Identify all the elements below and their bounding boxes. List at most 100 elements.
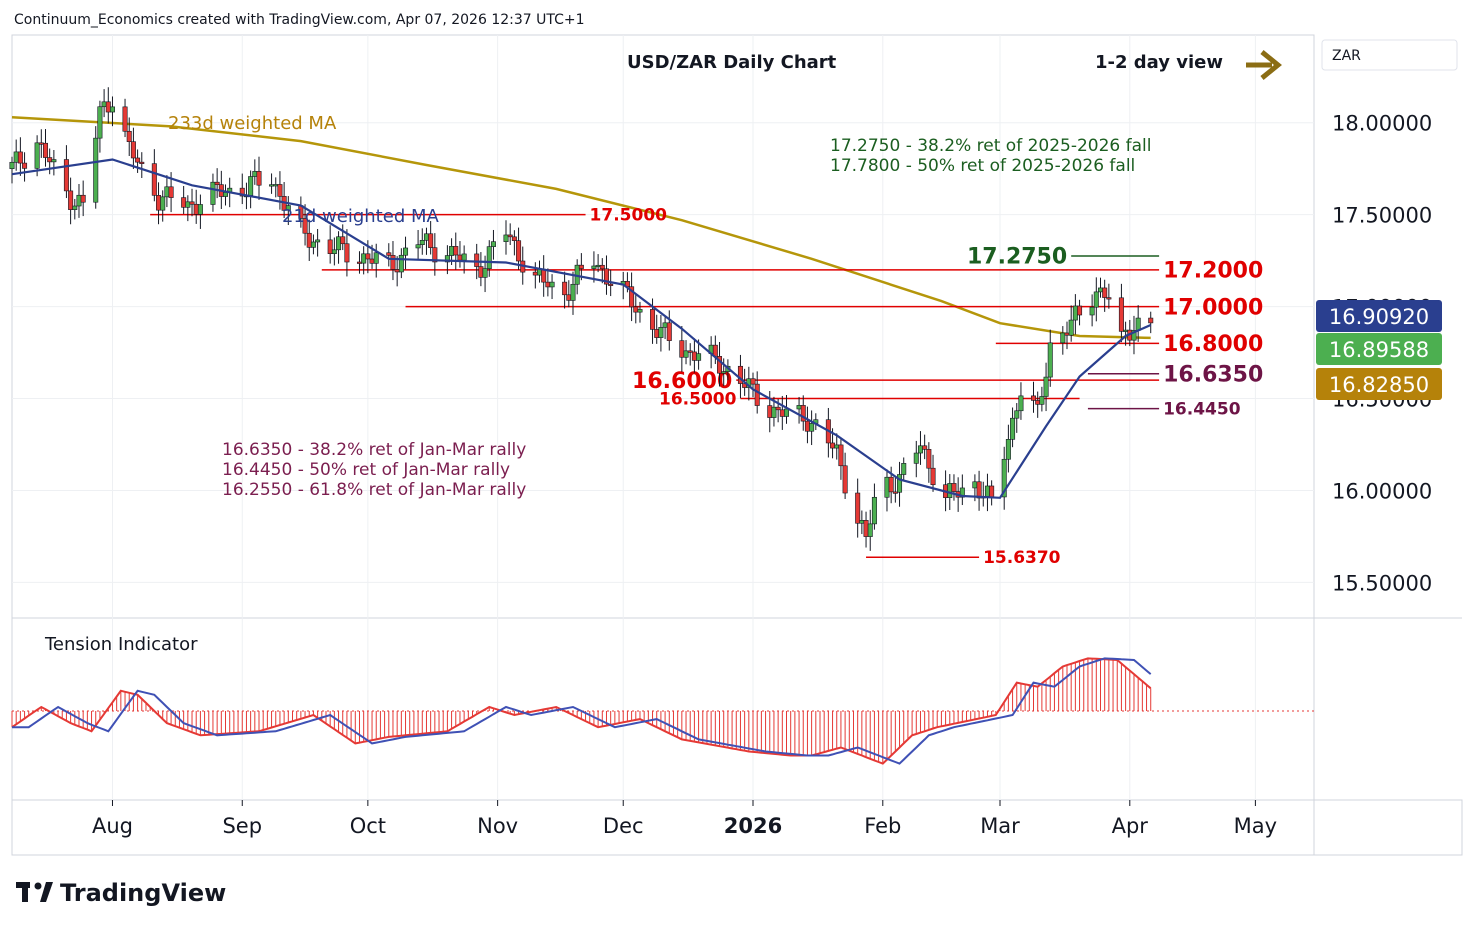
price-badge: [1316, 300, 1442, 332]
candle-body: [867, 523, 873, 537]
candle-body: [717, 356, 723, 374]
time-tick-label: Aug: [92, 814, 133, 838]
level-label: 17.5000: [590, 206, 668, 226]
candle-body: [804, 420, 810, 432]
candle-body: [691, 351, 697, 361]
candle-body: [285, 205, 291, 211]
candle-body: [273, 184, 279, 187]
level-label: 16.8000: [1163, 332, 1263, 357]
level-label: 17.2000: [1163, 259, 1263, 284]
price-tick-label: 18.00000: [1332, 112, 1432, 136]
candle-body: [633, 306, 639, 313]
candle-body: [897, 474, 903, 493]
price-badge-label: 16.89588: [1329, 338, 1429, 362]
candle-body: [629, 286, 635, 308]
candle-body: [503, 234, 509, 242]
candle-body: [838, 444, 844, 467]
time-tick-label: Mar: [980, 814, 1020, 838]
candle-body: [151, 163, 157, 196]
candle-body: [1102, 287, 1108, 298]
candle-body: [193, 203, 199, 215]
candle-body: [507, 234, 513, 238]
candle-body: [796, 405, 802, 410]
candle-body: [189, 201, 195, 205]
candle-body: [474, 253, 480, 267]
candle-body: [340, 236, 346, 245]
price-badge: [1316, 333, 1442, 365]
view-label: 1-2 day view: [1095, 52, 1223, 73]
candle-body: [1010, 417, 1016, 440]
ma233-layer: [11, 115, 1151, 340]
candle-body: [947, 483, 953, 498]
candle-body: [1035, 400, 1041, 405]
candle-body: [80, 194, 86, 203]
candle-body: [775, 406, 781, 411]
time-tick-label: Dec: [603, 814, 644, 838]
candle-body: [662, 322, 668, 328]
candle-body: [68, 190, 74, 210]
candle-body: [1064, 332, 1070, 336]
candle-body: [444, 255, 450, 263]
price-badge-label: 16.90920: [1329, 305, 1429, 329]
candle-body: [1093, 291, 1099, 308]
candle-body: [428, 233, 434, 248]
candle-body: [1131, 330, 1137, 341]
candle-body: [344, 243, 350, 263]
candle-body: [989, 485, 995, 498]
candle-body: [164, 186, 170, 198]
candle-body: [800, 405, 806, 422]
chart-frame: [11, 34, 1315, 801]
candle-body: [650, 309, 656, 330]
candle-body: [42, 142, 48, 158]
candle-body: [239, 187, 245, 197]
candle-body: [1031, 395, 1037, 401]
candle-body: [696, 353, 702, 361]
candle-body: [130, 141, 136, 159]
candle-body: [637, 309, 643, 313]
time-tick-label: 2026: [724, 814, 782, 838]
price-badge: [1316, 368, 1442, 400]
candle-body: [884, 476, 890, 498]
price-badge-label: 16.82850: [1329, 373, 1429, 397]
time-tick-label: Sep: [222, 814, 262, 838]
candle-body: [737, 365, 743, 384]
indicator-line: [11, 657, 1152, 765]
candle-body: [457, 254, 463, 261]
candle-body: [1097, 287, 1103, 293]
candle-body: [654, 329, 660, 338]
candle-body: [1001, 458, 1007, 498]
level-label: 17.0000: [1163, 295, 1263, 320]
candle-body: [390, 255, 396, 270]
retracement-note-top-2: 17.7800 - 50% ret of 2025-2026 fall: [830, 156, 1135, 176]
price-tick-label: 15.50000: [1332, 571, 1432, 595]
time-axis: Aug Sep Oct Nov Dec 2026 Feb Mar Apr May: [92, 800, 1277, 838]
level-label: 16.6350: [1163, 362, 1263, 387]
candle-body: [139, 161, 145, 164]
candle-body: [516, 240, 522, 262]
candle-body: [1123, 329, 1129, 332]
candle-body: [959, 487, 965, 498]
candle-body: [771, 406, 777, 418]
candle-body: [63, 159, 69, 192]
candle-body: [1068, 319, 1074, 336]
levels-layer: 17.5000 17.2750 17.2000 17.0000 16.8000 16.63…: [150, 206, 1263, 568]
candle-body: [38, 142, 44, 145]
currency-box[interactable]: [1321, 39, 1458, 71]
candle-body: [197, 204, 203, 215]
candle-body: [210, 181, 216, 205]
candle-body: [984, 485, 990, 497]
candle-body: [423, 233, 429, 241]
indicator-layer: [11, 657, 1314, 765]
candle-body: [1148, 317, 1154, 324]
candle-body: [432, 247, 438, 263]
candle-body: [269, 184, 275, 187]
currency-label: ZAR: [1332, 48, 1361, 64]
candle-body: [830, 442, 836, 449]
candle-body: [511, 236, 517, 241]
candle-body: [930, 467, 936, 486]
candle-body: [972, 481, 978, 489]
candle-body: [13, 151, 19, 163]
candle-body: [892, 491, 898, 494]
candle-body: [478, 266, 484, 278]
